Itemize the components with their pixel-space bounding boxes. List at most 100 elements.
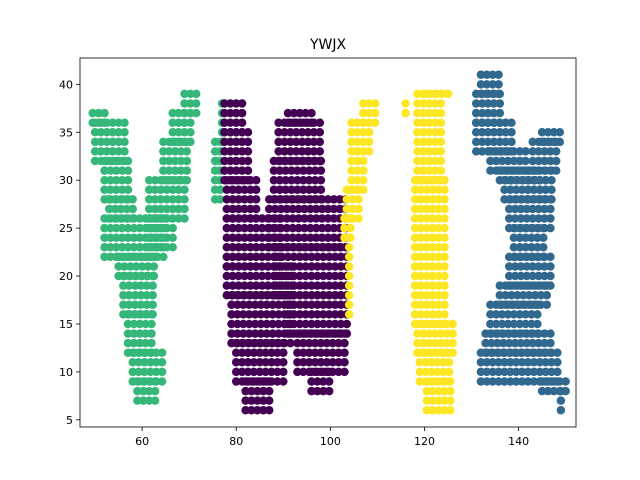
scatter-point: [535, 166, 545, 175]
scatter-point: [116, 195, 126, 204]
scatter-point: [311, 233, 321, 242]
scatter-point: [111, 214, 121, 223]
scatter-point: [111, 185, 121, 195]
scatter-point: [541, 367, 550, 377]
scatter-point: [523, 195, 533, 204]
scatter-point: [551, 147, 561, 156]
scatter-point: [422, 252, 432, 262]
scatter-point: [535, 175, 545, 185]
chart-title: YWJX: [309, 37, 347, 53]
scatter-point: [274, 310, 283, 319]
scatter-point: [148, 290, 157, 300]
scatter-point: [146, 348, 155, 357]
scatter-point: [234, 185, 243, 195]
scatter-point: [246, 233, 255, 242]
scatter-point: [289, 290, 299, 300]
scatter-point: [491, 319, 501, 329]
scatter-point: [249, 358, 259, 367]
scatter-point: [259, 377, 268, 386]
scatter-point: [222, 175, 232, 185]
scatter-point: [424, 156, 434, 166]
scatter-point: [319, 262, 328, 271]
scatter-point: [228, 204, 237, 214]
scatter-point: [114, 147, 123, 156]
scatter-point: [322, 348, 332, 357]
scatter-point: [234, 262, 243, 271]
scatter-point: [506, 185, 515, 195]
scatter-point: [488, 80, 497, 89]
scatter-point: [504, 338, 514, 348]
scatter-point: [328, 338, 337, 348]
scatter-point: [156, 214, 166, 223]
scatter-point: [424, 338, 434, 348]
scatter-point: [150, 185, 160, 195]
scatter-point: [146, 367, 155, 377]
scatter-point: [215, 185, 225, 195]
scatter-point: [319, 377, 328, 386]
scatter-point: [246, 271, 255, 281]
scatter-point: [176, 166, 186, 175]
scatter-point: [509, 310, 519, 319]
scatter-point: [114, 137, 123, 147]
scatter-point: [226, 108, 235, 118]
scatter-point: [348, 204, 357, 214]
scatter-point: [428, 214, 437, 223]
scatter-point: [304, 156, 314, 166]
scatter-point: [307, 262, 316, 271]
scatter-point: [422, 223, 432, 233]
scatter-point: [283, 290, 293, 300]
scatter-point: [516, 195, 526, 204]
scatter-point: [274, 329, 283, 338]
scatter-point: [251, 204, 261, 214]
scatter-point: [246, 195, 255, 204]
scatter-point: [243, 137, 253, 147]
scatter-point: [440, 195, 449, 204]
scatter-point: [471, 89, 481, 99]
scatter-point: [534, 271, 543, 281]
scatter-point: [176, 156, 186, 166]
scatter-point: [228, 252, 237, 262]
scatter-point: [504, 252, 514, 262]
scatter-point: [102, 137, 112, 147]
scatter-point: [168, 223, 177, 233]
scatter-point: [513, 166, 522, 175]
scatter-point: [129, 319, 139, 329]
scatter-point: [134, 358, 143, 367]
scatter-point: [436, 118, 446, 127]
scatter-point: [494, 358, 503, 367]
scatter-point: [111, 233, 121, 242]
scatter-point: [340, 214, 349, 223]
scatter-point: [436, 329, 446, 338]
scatter-point: [486, 147, 495, 156]
scatter-point: [434, 290, 443, 300]
scatter-point: [294, 195, 303, 204]
scatter-point: [287, 185, 296, 195]
scatter-point: [148, 271, 157, 281]
scatter-point: [186, 128, 195, 137]
scatter-point: [300, 195, 309, 204]
scatter-point: [483, 128, 493, 137]
scatter-point: [413, 329, 422, 338]
scatter-point: [135, 214, 145, 223]
scatter-point: [410, 310, 420, 319]
scatter-point: [546, 214, 555, 223]
scatter-point: [419, 137, 428, 147]
scatter-point: [120, 252, 129, 262]
scatter-point: [251, 185, 261, 195]
scatter-point: [243, 348, 253, 357]
scatter-point: [430, 128, 440, 137]
scatter-point: [307, 271, 316, 281]
scatter-point: [142, 271, 152, 281]
scatter-point: [359, 166, 368, 175]
scatter-point: [507, 137, 516, 147]
scatter-point: [535, 348, 545, 357]
scatter-point: [535, 358, 545, 367]
scatter-point: [157, 358, 167, 367]
scatter-point: [180, 89, 189, 99]
scatter-point: [102, 128, 112, 137]
scatter-point: [495, 281, 505, 290]
scatter-point: [336, 300, 346, 310]
scatter-point: [106, 185, 115, 195]
scatter-point: [323, 233, 333, 242]
scatter-point: [311, 204, 321, 214]
